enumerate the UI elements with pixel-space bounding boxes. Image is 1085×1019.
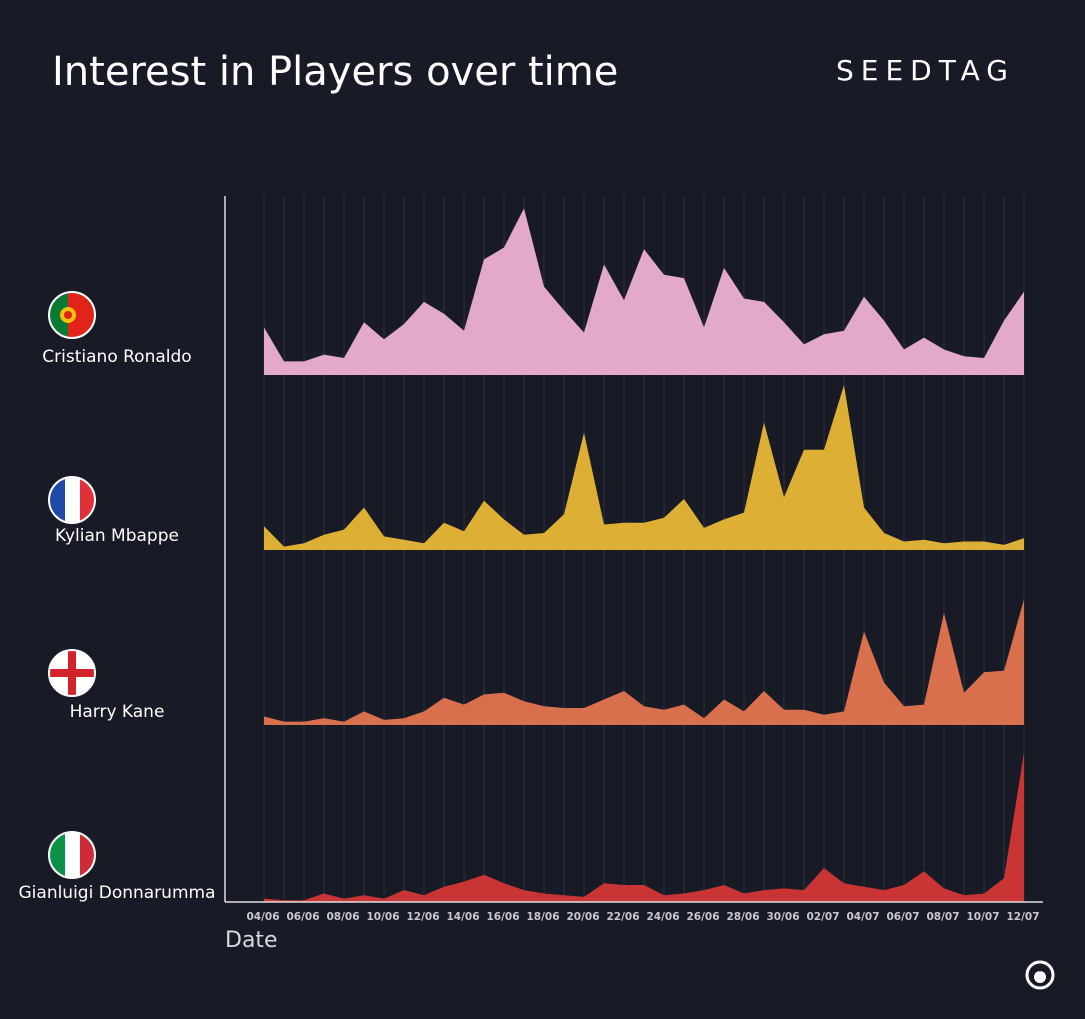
brand-icon <box>1025 960 1055 990</box>
player-flags <box>48 291 96 879</box>
x-axis-label: Date <box>225 928 278 953</box>
x-tick-label: 08/06 <box>326 911 359 923</box>
x-tick-label: 28/06 <box>726 911 759 923</box>
area <box>264 208 1024 375</box>
x-tick-label: 16/06 <box>486 911 519 923</box>
x-tick-label: 22/06 <box>606 911 639 923</box>
flag-portugal <box>48 291 96 339</box>
area <box>264 385 1024 550</box>
brand-logo: SEEDTAG <box>836 54 1015 87</box>
x-tick-label: 06/06 <box>286 911 319 923</box>
series-label: Gianluigi Donnarumma <box>19 883 216 903</box>
x-tick-label: 02/07 <box>806 911 839 923</box>
x-tick-label: 12/07 <box>1006 911 1039 923</box>
flag-italy <box>48 831 96 879</box>
x-tick-label: 20/06 <box>566 911 599 923</box>
x-tick-label: 14/06 <box>446 911 479 923</box>
x-tick-label: 08/07 <box>926 911 959 923</box>
series-label: Kylian Mbappe <box>55 526 179 546</box>
chart-title: Interest in Players over time <box>52 49 618 95</box>
flag-france <box>48 476 96 524</box>
x-tick-label: 30/06 <box>766 911 799 923</box>
series-label: Cristiano Ronaldo <box>42 347 191 367</box>
x-tick-label: 04/07 <box>846 911 879 923</box>
x-tick-label: 12/06 <box>406 911 439 923</box>
x-tick-label: 10/06 <box>366 911 399 923</box>
x-tick-label: 04/06 <box>246 911 279 923</box>
x-tick-label: 06/07 <box>886 911 919 923</box>
series-label: Harry Kane <box>70 702 165 722</box>
area <box>264 599 1024 725</box>
x-tick-label: 24/06 <box>646 911 679 923</box>
x-tick-label: 18/06 <box>526 911 559 923</box>
x-tick-label: 26/06 <box>686 911 719 923</box>
x-tick-label: 10/07 <box>966 911 999 923</box>
flag-england <box>48 649 96 697</box>
plot <box>263 196 1025 902</box>
